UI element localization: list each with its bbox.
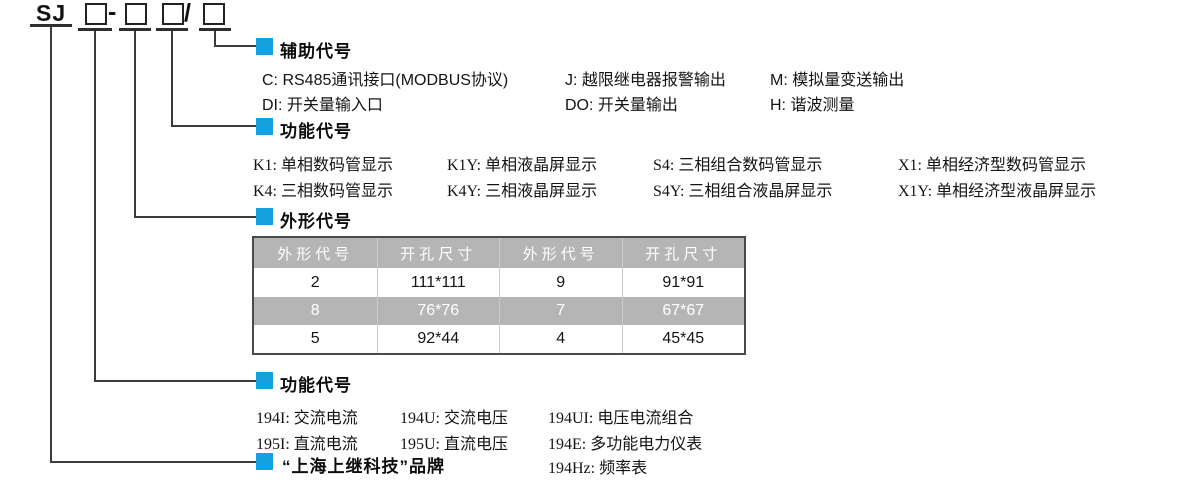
blue-square-icon <box>256 118 273 135</box>
section-title-display: 功能代号 <box>280 122 352 141</box>
table-cell: 9 <box>499 268 622 297</box>
connector-shape-horizontal <box>134 216 256 218</box>
section-title-function: 功能代号 <box>280 376 352 395</box>
auxiliary-item: M: 模拟量变送输出 <box>770 72 905 89</box>
function-item: 194I: 交流电流 <box>256 410 358 427</box>
auxiliary-item: H: 谐波测量 <box>770 97 855 114</box>
table-header-cell: 外形代号 <box>254 238 377 268</box>
function-item: 194E: 多功能电力仪表 <box>548 436 703 453</box>
display-item: X1Y: 单相经济型液晶屏显示 <box>898 183 1097 200</box>
underline-display-box <box>156 28 188 31</box>
table-header-cell: 开孔尺寸 <box>621 238 744 268</box>
table-cell: 67*67 <box>621 297 744 325</box>
auxiliary-item: C: RS485通讯接口(MODBUS协议) <box>262 72 509 89</box>
blue-square-icon <box>256 372 273 389</box>
underline-function-box <box>78 28 112 31</box>
connector-auxiliary-horizontal <box>214 45 258 47</box>
table-header-cell: 外形代号 <box>499 238 622 268</box>
model-box-function-code <box>85 3 107 25</box>
table-cell: 45*45 <box>621 325 745 353</box>
auxiliary-item: DI: 开关量输入口 <box>262 97 383 114</box>
display-item: K4: 三相数码管显示 <box>253 183 394 200</box>
connector-auxiliary-vertical <box>214 31 216 47</box>
display-item: K1: 单相数码管显示 <box>253 157 394 174</box>
display-item: S4: 三相组合数码管显示 <box>653 157 823 174</box>
table-cell: 92*44 <box>376 325 500 353</box>
shape-code-table: 外形代号 开孔尺寸 外形代号 开孔尺寸 2 111*111 9 91*91 8 … <box>252 236 746 355</box>
function-item: 195U: 直流电压 <box>400 436 509 453</box>
display-item: X1: 单相经济型数码管显示 <box>898 157 1087 174</box>
connector-shape-vertical <box>134 31 136 218</box>
model-slash: / <box>184 0 191 27</box>
model-dash: - <box>108 0 117 26</box>
connector-brand-vertical <box>50 26 52 463</box>
blue-square-icon <box>256 38 273 55</box>
table-cell: 2 <box>310 273 320 291</box>
table-cell: 7 <box>499 297 622 325</box>
function-item: 194Hz: 频率表 <box>548 460 648 477</box>
table-cell: 8 <box>254 297 377 325</box>
display-item: K1Y: 单相液晶屏显示 <box>447 157 598 174</box>
model-box-display-code <box>162 3 184 25</box>
model-prefix: SJ <box>36 0 67 26</box>
connector-function-horizontal <box>94 380 256 382</box>
table-cell: 5 <box>310 330 320 347</box>
connector-display-horizontal <box>171 125 256 127</box>
underline-prefix <box>30 24 72 27</box>
connector-brand-horizontal <box>50 461 256 463</box>
display-item: S4Y: 三相组合液晶屏显示 <box>653 183 833 200</box>
underline-auxiliary-box <box>199 28 231 31</box>
table-header-cell: 开孔尺寸 <box>376 238 499 268</box>
section-title-shape: 外形代号 <box>280 212 352 231</box>
model-box-auxiliary-code <box>203 3 225 25</box>
function-item: 194UI: 电压电流组合 <box>548 410 694 427</box>
model-box-shape-code <box>125 3 147 25</box>
table-cell: 76*76 <box>376 297 499 325</box>
section-title-auxiliary: 辅助代号 <box>280 42 352 61</box>
connector-function-vertical <box>94 31 96 382</box>
display-item: K4Y: 三相液晶屏显示 <box>447 183 598 200</box>
blue-square-icon <box>256 453 273 470</box>
auxiliary-item: DO: 开关量输出 <box>565 97 678 114</box>
function-item: 195I: 直流电流 <box>256 436 358 453</box>
underline-shape-box <box>119 28 151 31</box>
table-cell: 111*111 <box>376 268 500 297</box>
table-cell: 4 <box>499 325 622 353</box>
function-item: 194U: 交流电压 <box>400 410 509 427</box>
auxiliary-item: J: 越限继电器报警输出 <box>565 72 726 89</box>
blue-square-icon <box>256 208 273 225</box>
brand-label: “上海上继科技”品牌 <box>282 457 445 476</box>
connector-display-vertical <box>171 31 173 127</box>
table-cell: 91*91 <box>621 268 745 297</box>
